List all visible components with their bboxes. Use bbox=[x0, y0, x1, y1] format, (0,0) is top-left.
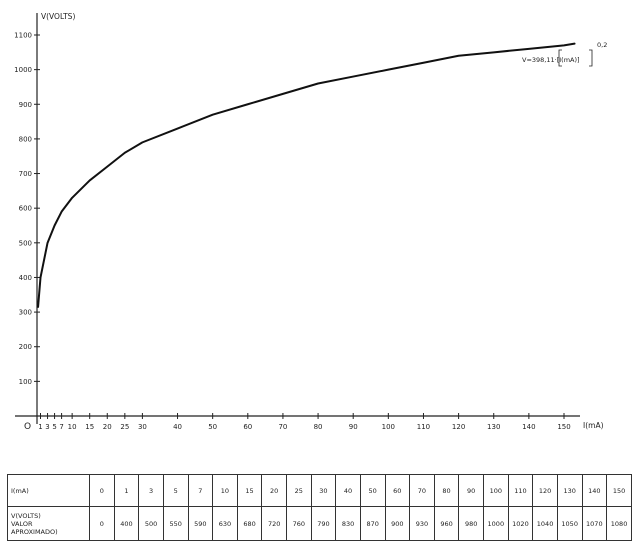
table-cell-voltage: 590 bbox=[187, 506, 214, 541]
y-tick-label: 900 bbox=[19, 101, 32, 109]
x-tick-label: 80 bbox=[314, 423, 323, 431]
table-cell-voltage: 930 bbox=[409, 506, 435, 541]
x-tick-label: 110 bbox=[417, 423, 430, 431]
table-cell-voltage: 1080 bbox=[606, 506, 632, 541]
table-cell-voltage: 630 bbox=[212, 506, 238, 541]
table-cell-voltage: 980 bbox=[458, 506, 484, 541]
y-tick-label: 300 bbox=[19, 309, 32, 317]
y-tick-label: 200 bbox=[19, 343, 32, 351]
table-cell-current: 80 bbox=[433, 474, 460, 507]
y-tick-label: 400 bbox=[19, 274, 32, 282]
x-tick-label: 5 bbox=[52, 423, 56, 431]
table-cell-voltage: 830 bbox=[335, 506, 361, 541]
table-cell-current: 1 bbox=[113, 474, 140, 507]
x-tick-label: 30 bbox=[138, 423, 147, 431]
x-tick-label: 20 bbox=[103, 423, 112, 431]
formula-bracket-right bbox=[589, 49, 593, 67]
x-tick-label: 1 bbox=[38, 423, 42, 431]
table-cell-voltage: 720 bbox=[261, 506, 287, 541]
formula-bracket-left bbox=[558, 49, 562, 67]
y-tick-label: 600 bbox=[19, 205, 32, 213]
table-cell-current: 7 bbox=[187, 474, 214, 507]
y-ticks: 100 200 300 400 500 600 700 800 900 1000 1100 bbox=[14, 32, 40, 386]
table-cell-current: 5 bbox=[162, 474, 189, 507]
y-tick-label: 700 bbox=[19, 170, 32, 178]
table-cell-current: 60 bbox=[384, 474, 411, 507]
y-tick-label: 500 bbox=[19, 239, 32, 247]
table-cell-current: 100 bbox=[483, 474, 509, 507]
x-ticks: 1 3 5 7 10 15 20 25 30 40 50 60 70 80 90 100 110 120 130 14… bbox=[38, 413, 571, 431]
table-cell-voltage: 760 bbox=[286, 506, 312, 541]
table-cell-current: 120 bbox=[532, 474, 558, 507]
x-axis-title: I(mA) bbox=[583, 421, 604, 430]
table-cell-voltage: 500 bbox=[138, 506, 164, 541]
table-cell-voltage: 1000 bbox=[483, 506, 509, 541]
table-cell-current: 10 bbox=[212, 474, 238, 507]
row-header-current: I(mA) bbox=[7, 474, 90, 507]
table-cell-voltage: 1040 bbox=[532, 506, 558, 541]
table-cell-voltage: 900 bbox=[384, 506, 411, 541]
table-cell-current: 30 bbox=[310, 474, 337, 507]
y-tick-label: 100 bbox=[19, 378, 32, 386]
row-header-line: VALOR bbox=[11, 519, 33, 528]
x-tick-label: 3 bbox=[45, 423, 49, 431]
x-tick-label: 25 bbox=[120, 423, 129, 431]
x-tick-label: 130 bbox=[487, 423, 500, 431]
table-cell-voltage: 550 bbox=[162, 506, 189, 541]
table-cell-current: 3 bbox=[138, 474, 164, 507]
table-cell-current: 0 bbox=[89, 474, 115, 507]
y-axis-title: V(VOLTS) bbox=[41, 12, 75, 21]
row-header-line: V(VOLTS) bbox=[11, 511, 41, 520]
table-cell-voltage: 870 bbox=[359, 506, 386, 541]
data-table: I(mA) 0 1 3 5 7 10 15 20 25 30 40 50 60 70 80 90 100 110 1… bbox=[7, 474, 632, 541]
x-tick-label: 7 bbox=[59, 423, 63, 431]
series bbox=[37, 42, 593, 308]
table-row-voltage: V(VOLTS) VALOR APROXIMADO) 0 400 500 550 590… bbox=[7, 506, 632, 541]
formula-exponent: 0,2 bbox=[597, 41, 607, 49]
x-tick-label: 140 bbox=[522, 423, 535, 431]
y-tick-label: 800 bbox=[19, 135, 32, 143]
table-cell-voltage: 680 bbox=[236, 506, 263, 541]
table-cell-voltage: 1050 bbox=[556, 506, 583, 541]
table-cell-current: 50 bbox=[359, 474, 386, 507]
table-cell-voltage: 1070 bbox=[581, 506, 608, 541]
origin-label: O bbox=[24, 422, 31, 432]
table-cell-current: 140 bbox=[581, 474, 608, 507]
series-line bbox=[37, 42, 576, 308]
table-cell-current: 150 bbox=[606, 474, 632, 507]
table-cell-current: 70 bbox=[409, 474, 435, 507]
table-cell-voltage: 0 bbox=[89, 506, 115, 541]
x-tick-label: 40 bbox=[173, 423, 182, 431]
formula-annotation: V=398,11·[I(mA)] bbox=[522, 56, 580, 64]
x-tick-label: 50 bbox=[208, 423, 217, 431]
table-cell-current: 25 bbox=[286, 474, 312, 507]
x-tick-label: 150 bbox=[557, 423, 570, 431]
table-cell-current: 90 bbox=[458, 474, 484, 507]
table-cell-voltage: 960 bbox=[433, 506, 460, 541]
table-cell-current: 110 bbox=[507, 474, 534, 507]
table-cell-current: 130 bbox=[556, 474, 583, 507]
table-cell-current: 15 bbox=[236, 474, 263, 507]
row-header-line: APROXIMADO) bbox=[11, 527, 58, 536]
table-row-current: I(mA) 0 1 3 5 7 10 15 20 25 30 40 50 60 70 80 90 100 110 1… bbox=[7, 474, 632, 507]
table-cell-voltage: 1020 bbox=[507, 506, 534, 541]
axes bbox=[15, 13, 580, 424]
x-tick-label: 15 bbox=[85, 423, 94, 431]
x-tick-label: 10 bbox=[68, 423, 77, 431]
table-cell-current: 40 bbox=[335, 474, 361, 507]
y-tick-label: 1100 bbox=[14, 32, 32, 40]
x-tick-label: 100 bbox=[382, 423, 395, 431]
table-cell-current: 20 bbox=[261, 474, 287, 507]
x-tick-label: 90 bbox=[349, 423, 358, 431]
x-tick-label: 70 bbox=[278, 423, 287, 431]
row-header-voltage: V(VOLTS) VALOR APROXIMADO) bbox=[7, 506, 90, 541]
x-tick-label: 120 bbox=[452, 423, 465, 431]
table-cell-voltage: 790 bbox=[310, 506, 337, 541]
table-cell-voltage: 400 bbox=[113, 506, 140, 541]
x-tick-label: 60 bbox=[243, 423, 252, 431]
y-tick-label: 1000 bbox=[14, 66, 32, 74]
